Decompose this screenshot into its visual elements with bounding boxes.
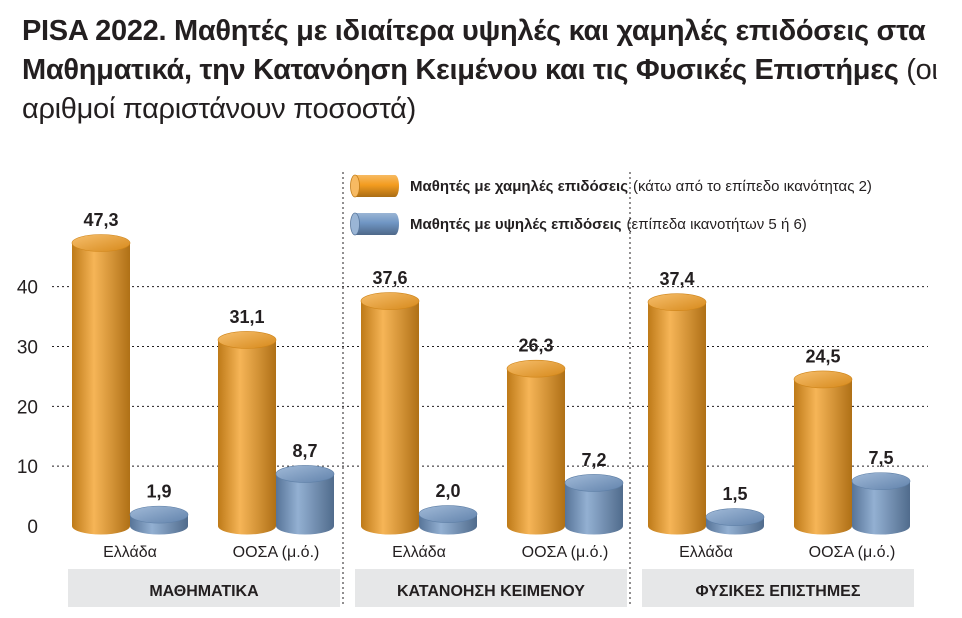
data-label: 31,1 (229, 307, 264, 327)
bar (275, 465, 335, 535)
data-label: 2,0 (435, 481, 460, 501)
y-tick-label: 20 (17, 397, 38, 418)
category-label: Ελλάδα (679, 544, 733, 561)
legend-note-high: (επίπεδα ικανοτήτων 5 ή 6) (626, 215, 807, 233)
y-tick-label: 0 (27, 517, 38, 538)
bar (647, 293, 707, 535)
legend-item-high: Μαθητές με υψηλές επιδόσεις (επίπεδα ικα… (350, 211, 807, 237)
group-label: ΜΑΘΗΜΑΤΙΚΑ (149, 583, 259, 600)
legend-item-low: Μαθητές με χαμηλές επιδόσεις (κάτω από τ… (350, 173, 872, 199)
category-label: Ελλάδα (103, 544, 157, 561)
legend-note-low: (κάτω από το επίπεδο ικανότητας 2) (633, 177, 872, 195)
data-label: 8,7 (292, 441, 317, 461)
bar (705, 508, 765, 535)
data-label: 26,3 (518, 336, 553, 356)
bar (564, 474, 624, 535)
group-panel (68, 569, 340, 607)
category-label: ΟΟΣΑ (μ.ό.) (233, 544, 320, 561)
group-panel (642, 569, 914, 607)
y-tick-label: 40 (17, 278, 38, 299)
data-label: 1,5 (722, 484, 747, 504)
data-label: 7,2 (581, 450, 606, 470)
group-panel (355, 569, 627, 607)
bar (793, 370, 853, 535)
chart-title: PISA 2022. Μαθητές με ιδιαίτερα υψηλές κ… (22, 12, 942, 129)
bar (129, 505, 189, 535)
category-label: ΟΟΣΑ (μ.ό.) (809, 544, 896, 561)
group-label: ΚΑΤΑΝΟΗΣΗ ΚΕΙΜΕΝΟΥ (397, 583, 585, 600)
data-label: 37,4 (659, 269, 694, 289)
bar (851, 472, 911, 535)
legend-label-high: Μαθητές με υψηλές επιδόσεις (410, 215, 622, 233)
data-label: 47,3 (83, 210, 118, 230)
legend-label-low: Μαθητές με χαμηλές επιδόσεις (410, 177, 628, 195)
chart-title-note: (οι αριθμοί παριστάνουν ποσοστά) (22, 54, 938, 125)
y-tick-label: 30 (17, 338, 38, 359)
y-tick-label: 10 (17, 457, 38, 478)
bar (71, 234, 131, 535)
data-label: 37,6 (372, 268, 407, 288)
group-label: ΦΥΣΙΚΕΣ ΕΠΙΣΤΗΜΕΣ (696, 583, 861, 600)
data-label: 1,9 (146, 482, 171, 502)
chart-title-main: PISA 2022. Μαθητές με ιδιαίτερα υψηλές κ… (22, 15, 926, 86)
bar (217, 331, 277, 535)
bar (506, 359, 566, 535)
category-label: ΟΟΣΑ (μ.ό.) (522, 544, 609, 561)
bar (360, 292, 420, 535)
data-label: 24,5 (805, 346, 840, 366)
bar (418, 505, 478, 535)
category-label: Ελλάδα (392, 544, 446, 561)
data-label: 7,5 (868, 448, 893, 468)
